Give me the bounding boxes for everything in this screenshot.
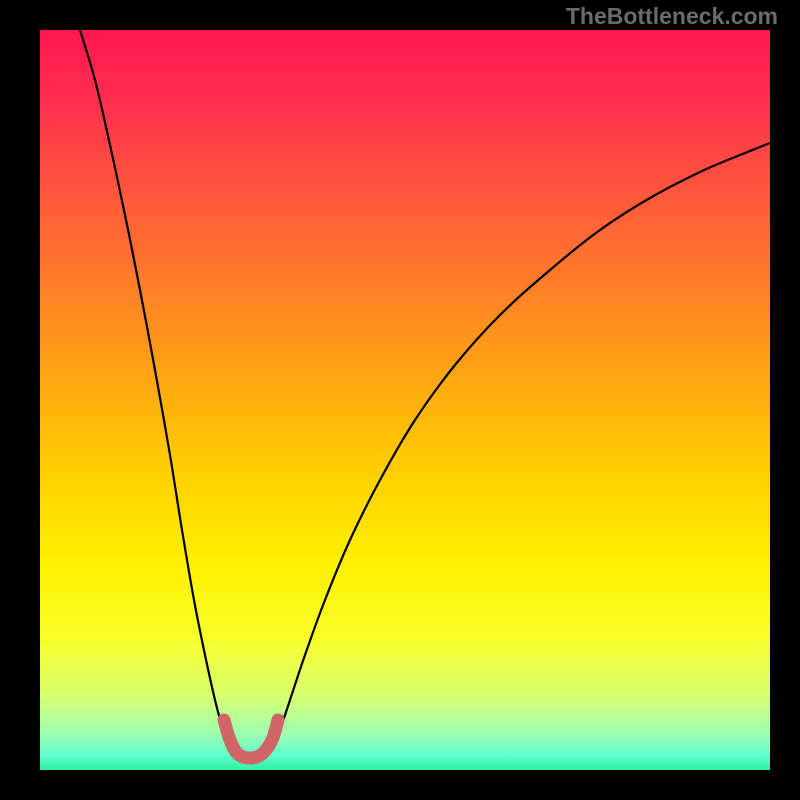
curve-right-branch: [274, 143, 770, 747]
curve-left-branch: [80, 30, 228, 747]
watermark-text: TheBottleneck.com: [566, 3, 778, 30]
curve-overlay: [0, 0, 800, 800]
bottleneck-notch: [224, 720, 278, 758]
chart-container: TheBottleneck.com: [0, 0, 800, 800]
